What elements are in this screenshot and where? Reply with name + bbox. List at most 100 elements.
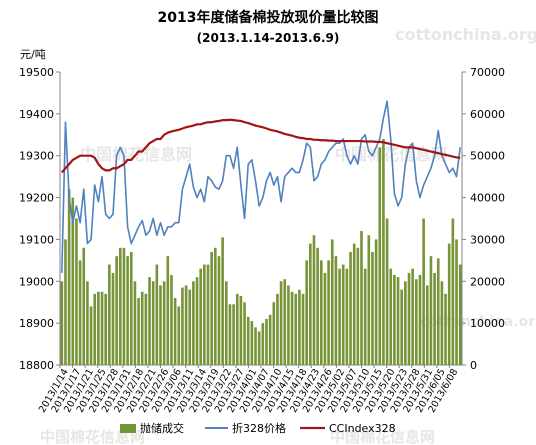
volume-bar [188,289,192,365]
volume-bar [415,279,418,365]
volume-bar [151,281,155,365]
legend-swatch-bar [120,424,136,433]
volume-bar [170,275,173,365]
volume-bar [378,147,382,365]
y-right-tick-label: 70000 [470,66,505,79]
volume-bar [243,302,246,365]
volume-bar [67,189,71,365]
volume-bar [155,264,159,365]
volume-bar [86,281,89,365]
chart-title: 2013年度储备棉投放现价量比较图 [158,9,379,26]
y-left-tick-label: 19300 [19,150,54,163]
volume-bar [349,251,352,365]
volume-bar [345,268,349,365]
volume-bar [298,289,301,365]
volume-bar [305,260,308,365]
volume-bar [451,218,455,365]
volume-bar [97,291,100,365]
volume-bar [283,279,287,365]
volume-bar [78,260,82,365]
y-left-tick-label: 19500 [19,66,54,79]
volume-bar [206,264,210,365]
volume-bar [104,293,107,365]
volume-bar [374,239,378,365]
y-right-tick-label: 60000 [470,108,505,121]
volume-bar [433,272,436,365]
volume-bar [360,231,363,365]
volume-bar [447,243,451,365]
legend: 抛储成交 折328价格 CCIndex328 [120,421,396,435]
volume-bar [407,272,411,365]
volume-bar [367,235,371,365]
y-right-tick-label: 0 [470,359,477,372]
volume-bar [203,264,206,365]
volume-bar [341,264,345,365]
y-left-tick-label: 19000 [19,275,54,288]
volume-bar [137,298,140,365]
volume-bar [126,256,129,365]
y-right-tick-label: 50000 [470,150,505,163]
chart-subtitle: (2013.1.14-2013.6.9) [197,31,340,45]
volume-bar [239,295,243,365]
series-line [61,118,461,174]
volume-bar [173,298,177,365]
volume-bar [148,277,151,365]
volume-bar [404,281,407,365]
volume-bar [64,239,67,365]
volume-bar [458,264,462,365]
volume-bar [228,304,232,365]
volume-bar [250,321,254,365]
volume-bar [301,293,305,365]
volume-bar [144,293,148,365]
volume-bar [210,251,213,365]
volume-bar [257,331,261,365]
volume-bar [265,318,268,365]
volume-bar [323,272,327,365]
y-right-tick-label: 30000 [470,233,505,246]
volume-bar [115,256,118,365]
legend-label: 抛储成交 [140,421,184,435]
volume-bar [338,268,341,365]
volume-bar [71,197,75,365]
volume-bar [75,218,78,365]
volume-bar [276,293,279,365]
volume-bar [192,281,195,365]
volume-bar [363,268,367,365]
volume-bar [60,281,64,365]
watermark: cottonchina.org [395,25,536,44]
y-left-tick-label: 19400 [19,108,54,121]
volume-bar [89,306,93,365]
volume-bar [422,218,425,365]
y-left-tick-label: 19200 [19,192,54,205]
volume-bar [327,260,330,365]
volume-bar [330,239,334,365]
y-right-tick-label: 40000 [470,192,505,205]
volume-bar [82,247,86,365]
volume-bar [111,272,115,365]
y-left-tick-label: 18800 [19,359,54,372]
volume-bar [287,285,290,365]
volume-bar [279,281,283,365]
volume-bar [221,237,224,365]
volume-bar [268,314,272,365]
volume-bar [181,287,184,365]
volume-bar [312,235,316,365]
volume-bar [108,264,111,365]
volume-bar [246,316,250,365]
volume-bar [159,285,162,365]
volume-bar [261,323,265,365]
volume-bar [93,293,97,365]
volume-bar [316,247,319,365]
series-line [61,100,461,273]
volume-bar [122,247,126,365]
volume-bar [195,277,199,365]
volume-bar [118,247,122,365]
y-left-tick-label: 18900 [19,317,54,330]
volume-bar [177,306,181,365]
volume-bar [418,275,422,365]
volume-bar [214,247,217,365]
volume-bar [129,251,133,365]
y-axis-left-label: 元/吨 [20,48,46,61]
volume-bar [425,285,429,365]
